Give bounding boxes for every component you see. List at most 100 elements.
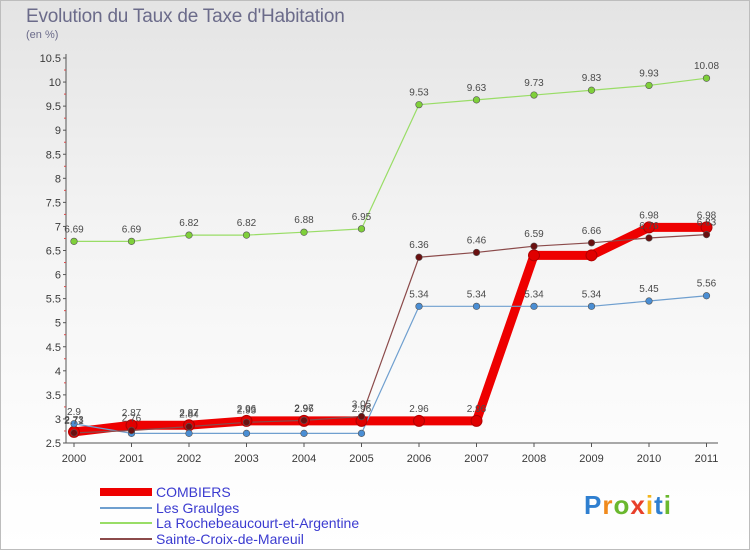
data-point: [70, 429, 78, 437]
data-point: [415, 302, 423, 310]
series-line-2: [73, 77, 708, 242]
data-point: [645, 297, 653, 305]
data-point: [643, 221, 655, 234]
data-label: 6.95: [352, 212, 372, 223]
legend-swatch: [100, 522, 152, 524]
x-tick-label: 2000: [62, 453, 86, 465]
chart-subtitle: (en %): [26, 29, 59, 41]
series-line-0: [69, 222, 711, 437]
data-label: 6.98: [639, 210, 659, 221]
proxiti-logo: Proxiti: [584, 490, 672, 521]
data-point: [357, 225, 366, 233]
y-tick-label: 7.5: [46, 197, 61, 209]
data-point: [415, 101, 423, 109]
y-tick-label: 9: [55, 125, 61, 137]
y-tick-label: 9.5: [46, 101, 61, 113]
data-label: 6.66: [582, 226, 602, 237]
y-tick-label: 8.5: [46, 149, 61, 161]
data-label: 6.76: [639, 221, 659, 232]
legend-label: COMBIERS: [156, 484, 231, 500]
data-label: 6.59: [524, 229, 544, 240]
data-point: [127, 426, 136, 435]
data-point: [587, 302, 596, 310]
data-point: [357, 412, 366, 421]
data-label: 2.96: [409, 404, 429, 415]
data-label: 2.84: [179, 410, 199, 421]
data-point: [702, 292, 711, 300]
y-tick-label: 4: [55, 366, 61, 378]
y-tick-label: 8: [55, 173, 61, 185]
logo-letter: P: [584, 490, 603, 520]
legend-label: Sainte-Croix-de-Mareuil: [156, 530, 304, 547]
data-label: 5.34: [524, 289, 544, 300]
data-label: 6.46: [467, 235, 487, 246]
data-point: [587, 239, 596, 247]
data-point: [242, 231, 251, 239]
legend-swatch: [100, 506, 152, 509]
logo-letter: r: [602, 490, 614, 520]
data-label: 6.69: [122, 224, 142, 235]
x-tick-label: 2010: [637, 453, 661, 465]
data-label: 2.96: [467, 404, 487, 415]
x-tick-label: 2009: [579, 453, 603, 465]
x-tick-label: 2002: [177, 453, 201, 465]
x-tick-label: 2007: [464, 453, 488, 465]
data-label: 9.83: [582, 73, 602, 84]
data-label: 6.36: [409, 240, 429, 251]
data-point: [645, 81, 653, 90]
data-point: [413, 414, 425, 427]
y-tick-label: 3.5: [46, 390, 61, 402]
logo-letter: o: [613, 490, 631, 520]
data-point: [587, 86, 596, 94]
legend-swatch: [100, 537, 152, 540]
data-label: 2.96: [294, 404, 314, 415]
data-point: [472, 248, 481, 257]
logo-letter: i: [645, 490, 655, 520]
logo-letter: x: [630, 490, 646, 520]
x-tick-label: 2004: [292, 453, 316, 465]
data-label: 5.56: [697, 279, 717, 290]
data-label: 6.88: [294, 215, 314, 226]
data-point: [470, 414, 483, 427]
y-tick-label: 6: [55, 270, 61, 282]
data-point: [300, 429, 308, 437]
logo-letter: i: [663, 490, 672, 520]
data-point: [702, 74, 711, 82]
data-point: [702, 231, 711, 239]
data-point: [185, 231, 193, 239]
data-label: 3.05: [352, 400, 372, 411]
data-label: 9.93: [639, 68, 659, 79]
data-label: 5.34: [467, 289, 487, 300]
legend-label: La Rochebeaucourt-et-Argentine: [156, 515, 360, 531]
data-point: [242, 429, 251, 437]
data-label: 2.93: [237, 405, 257, 416]
y-tick-label: 3: [55, 414, 61, 426]
y-tick-label: 5: [55, 318, 61, 330]
x-tick-label: 2005: [349, 453, 373, 465]
series-line-3: [73, 234, 708, 434]
data-point: [300, 228, 308, 236]
legend-label: Les Graulges: [156, 499, 240, 516]
y-tick-label: 6.5: [46, 246, 61, 258]
data-point: [472, 96, 481, 104]
data-point: [530, 242, 538, 250]
data-label: 2.96: [237, 404, 257, 415]
data-label: 10.08: [694, 61, 719, 72]
data-point: [415, 253, 423, 261]
data-label: 2.97: [294, 403, 314, 414]
data-label: 2.76: [122, 413, 142, 424]
y-tick-label: 4.5: [46, 342, 61, 354]
data-label: 2.87: [179, 408, 199, 419]
series-line-1: [73, 295, 708, 434]
data-point: [645, 234, 653, 242]
data-label: 9.53: [409, 88, 429, 99]
y-tick-label: 10: [49, 77, 61, 89]
data-point: [185, 429, 193, 437]
x-tick-label: 2006: [407, 453, 431, 465]
data-point: [70, 420, 78, 428]
data-label: 2.9: [67, 407, 81, 418]
y-tick-label: 7: [55, 221, 61, 233]
data-label: 6.83: [697, 218, 717, 229]
